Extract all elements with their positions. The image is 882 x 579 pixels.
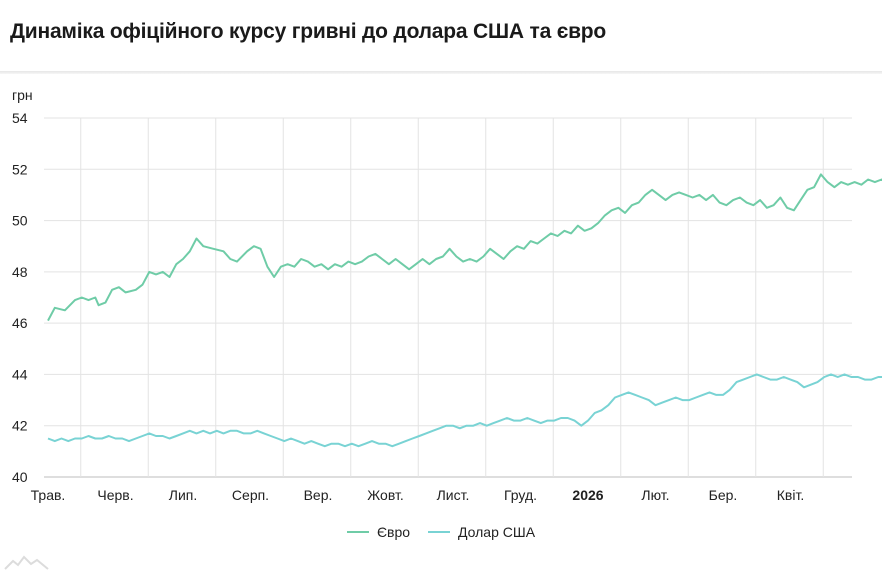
- x-tick-label: Лют.: [641, 487, 669, 503]
- legend-item-euro[interactable]: Євро: [346, 524, 411, 540]
- y-tick-label: 52: [12, 161, 28, 177]
- y-tick-label: 44: [12, 366, 28, 382]
- legend-item-usd[interactable]: Долар США: [428, 524, 535, 540]
- y-tick-label: 46: [12, 315, 28, 331]
- chart-title: Динаміка офіційного курсу гривні до дола…: [10, 20, 607, 43]
- series-lines: [47, 173, 882, 448]
- x-tick-label: Жовт.: [367, 487, 403, 503]
- legend-label-usd: Долар США: [458, 524, 536, 540]
- brand-logo-icon: [4, 555, 49, 570]
- x-tick-label: Лист.: [437, 487, 470, 503]
- y-axis-label: грн: [12, 87, 33, 103]
- legend-swatch-euro: [346, 531, 369, 533]
- x-tick-label: Груд.: [504, 487, 537, 503]
- x-tick-label: Вер.: [304, 487, 333, 503]
- x-tick-label: Серп.: [232, 487, 269, 503]
- legend-swatch-usd: [428, 531, 451, 533]
- legend: Євро Долар США: [0, 524, 882, 540]
- grid-lines: [44, 117, 852, 478]
- x-axis-ticks: Трав. Черв. Лип. Серп. Вер. Жовт. Лист. Груд. 20…: [31, 487, 805, 503]
- x-tick-label: Лип.: [169, 487, 197, 503]
- y-tick-label: 50: [12, 213, 28, 229]
- x-tick-label: 2026: [572, 487, 603, 503]
- title-divider: [0, 71, 882, 74]
- x-tick-label: Бер.: [709, 487, 738, 503]
- series-line-euro[interactable]: [47, 173, 882, 322]
- y-tick-label: 40: [12, 469, 28, 485]
- x-tick-label: Квіт.: [777, 487, 804, 503]
- y-tick-label: 48: [12, 264, 28, 280]
- y-axis-ticks: 40 42 44 46 48 50 52 54: [12, 110, 28, 485]
- y-tick-label: 42: [12, 418, 28, 434]
- legend-label-euro: Євро: [376, 524, 411, 540]
- y-tick-label: 54: [12, 110, 28, 126]
- x-tick-label: Трав.: [31, 487, 66, 503]
- series-line-usd[interactable]: [47, 373, 882, 448]
- x-tick-label: Черв.: [97, 487, 133, 503]
